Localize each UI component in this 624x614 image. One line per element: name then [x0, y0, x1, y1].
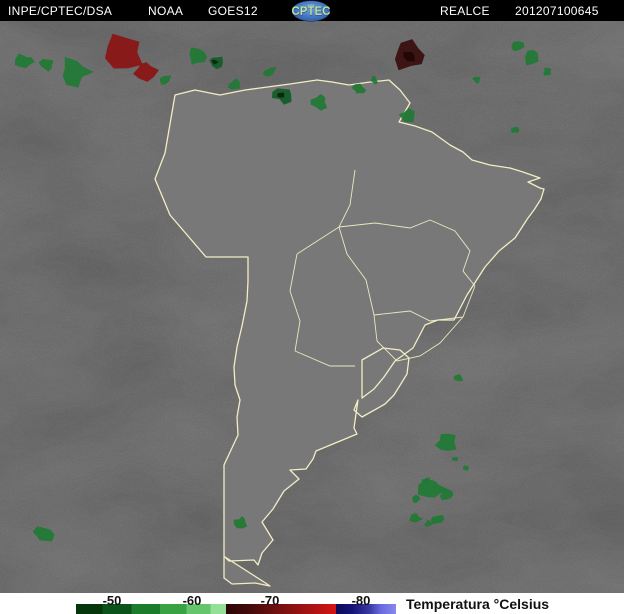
svg-text:CPTEC: CPTEC: [292, 6, 331, 18]
